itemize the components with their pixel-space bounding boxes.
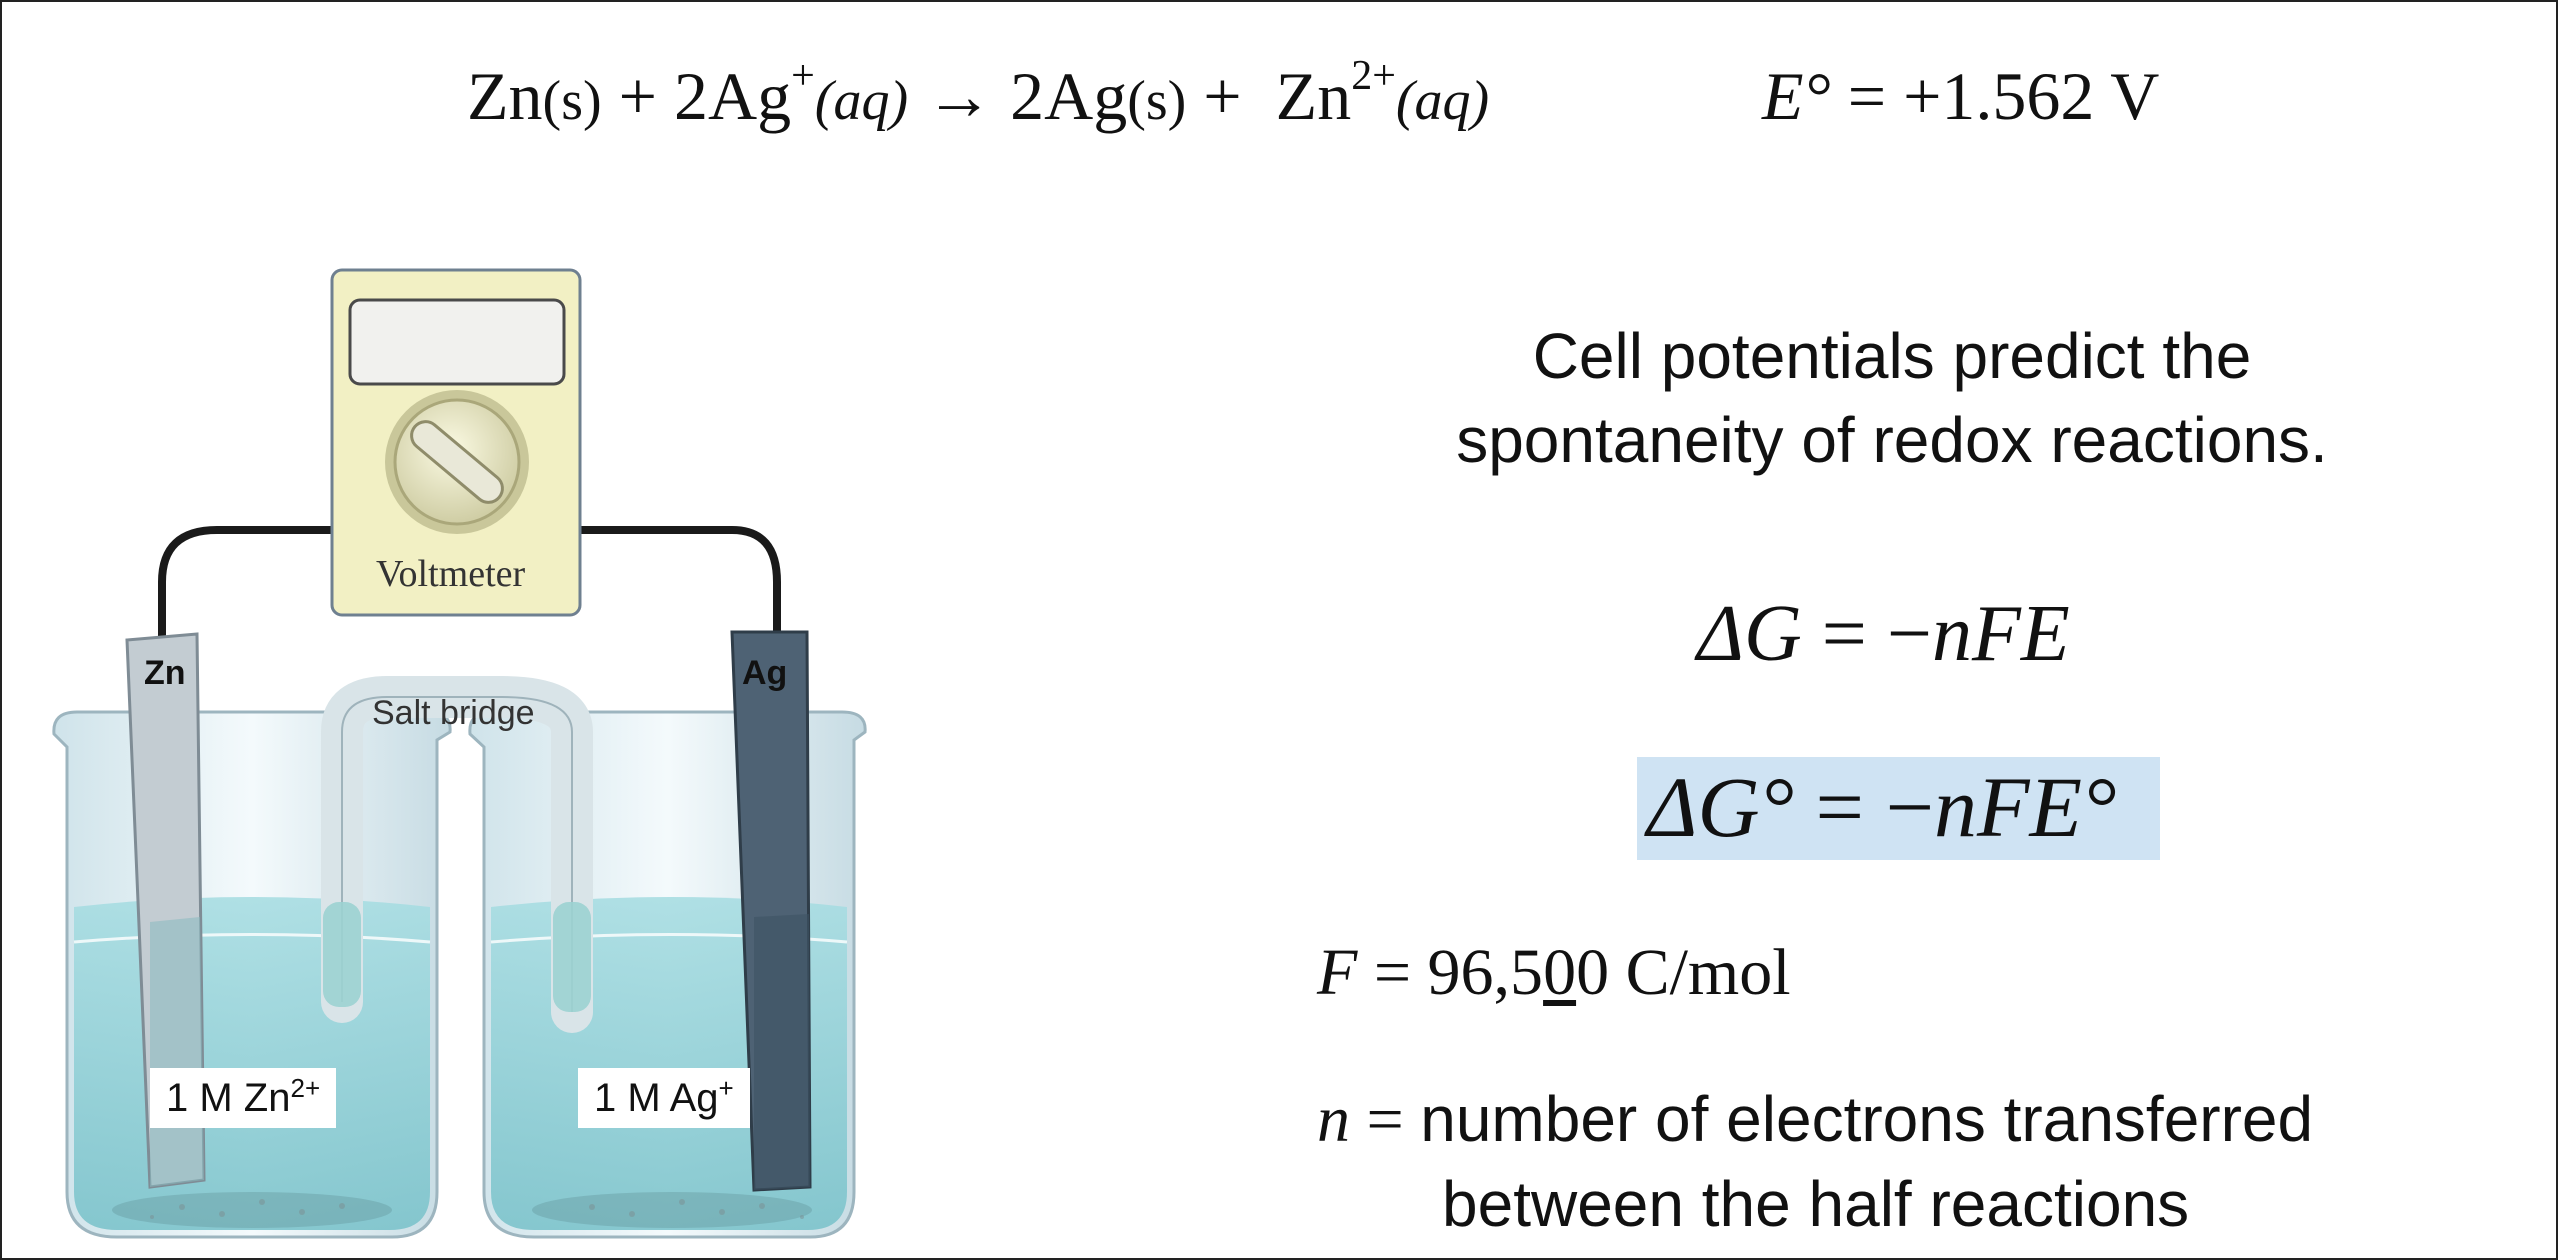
zinc-ion: Zn [1275, 58, 1352, 134]
plus-sign: + [1186, 58, 1276, 134]
faraday-significant-digit: 0 [1543, 936, 1577, 1009]
faraday-value-end: 0 C/mol [1576, 936, 1791, 1009]
cell-potential-value: = +1.562 V [1830, 58, 2160, 134]
n-definition: n = number of electrons transferred betw… [1317, 1077, 2313, 1246]
gibbs-equation-lhs: ΔG [1697, 590, 1802, 678]
silver-electrode [730, 630, 812, 1192]
silver-solution-charge: + [718, 1073, 734, 1103]
standard-cell-potential: E° = +1.562 V [1762, 62, 2159, 130]
gibbs-equation: ΔG = −nFE [1697, 594, 2070, 674]
voltmeter-dial-icon [410, 420, 504, 504]
gibbs-equation-equals: = − [1801, 590, 1932, 678]
silver-metal-state: (s) [1127, 70, 1187, 132]
n-symbol: n [1317, 1083, 1350, 1156]
n-definition-line-1: number of electrons transferred [1420, 1083, 2314, 1155]
overall-reaction: Zn(s) + 2Ag+(aq) → 2Ag(s) + Zn2+(aq) [467, 55, 1490, 132]
beaker-sediment [150, 1199, 804, 1219]
zinc-ion-charge: 2+ [1351, 53, 1396, 99]
standard-gibbs-equation-lhs: ΔG° [1647, 759, 1794, 855]
right-wire [580, 526, 781, 637]
silver-ion-state: (aq) [814, 70, 909, 132]
zinc-ion-state: (aq) [1395, 70, 1490, 132]
standard-gibbs-equation-rhs: nFE° [1934, 759, 2117, 855]
silver-ion-charge: + [791, 53, 815, 99]
silver-ion: 2Ag [674, 58, 792, 134]
salt-bridge-label: Salt bridge [372, 694, 535, 732]
zinc-electrode-label: Zn [144, 654, 186, 692]
silver-solution-label: 1 M Ag+ [578, 1068, 750, 1128]
zinc-solution-charge: 2+ [290, 1073, 321, 1103]
faraday-constant: F = 96,500 C/mol [1317, 940, 1791, 1006]
n-equals: = [1350, 1083, 1421, 1156]
reaction-arrow: → [908, 58, 1011, 134]
zn-metal: Zn [467, 58, 543, 134]
galvanic-cell-figure: Voltmeter Zn Ag Salt bridge 1 M Zn2+ 1 M… [32, 262, 892, 1257]
gibbs-equation-rhs: nFE [1931, 590, 2070, 678]
n-definition-line-2: between the half reactions [1442, 1168, 2190, 1240]
spontaneity-statement: Cell potentials predict the spontaneity … [1362, 314, 2422, 482]
left-solution [74, 897, 430, 1230]
silver-electrode-label: Ag [742, 654, 788, 692]
voltmeter-label: Voltmeter [376, 553, 526, 595]
standard-gibbs-equation: ΔG° = −nFE° [1647, 764, 2116, 850]
galvanic-cell-drawing [52, 268, 867, 1239]
voltmeter [330, 268, 582, 617]
silver-solution-text: 1 M Ag [594, 1076, 719, 1120]
statement-line-2: spontaneity of redox reactions. [1456, 404, 2328, 476]
left-beaker [52, 710, 452, 1239]
zn-state: (s) [542, 70, 602, 132]
left-wire [158, 526, 332, 637]
plus-sign: + [601, 58, 674, 134]
zinc-solution-text: 1 M Zn [166, 1076, 291, 1120]
zinc-solution-label: 1 M Zn2+ [150, 1068, 337, 1128]
faraday-value-start: = 96,5 [1357, 936, 1544, 1009]
standard-equation-highlight [1637, 757, 2160, 860]
silver-metal: 2Ag [1010, 58, 1128, 134]
faraday-symbol: F [1317, 936, 1358, 1009]
cell-potential-symbol: E° [1762, 58, 1831, 134]
statement-line-1: Cell potentials predict the [1532, 320, 2252, 392]
standard-gibbs-equation-equals: = − [1793, 759, 1934, 855]
